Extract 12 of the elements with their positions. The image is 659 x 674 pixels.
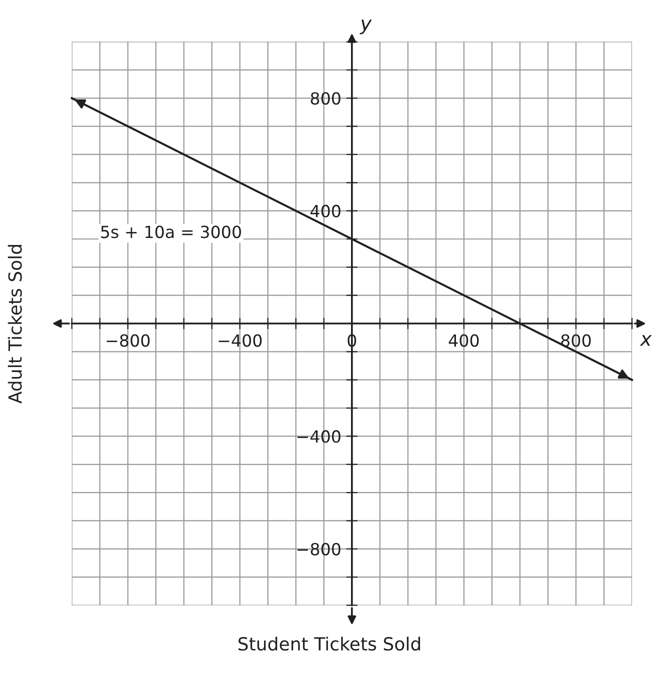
y-tick-label: 800 xyxy=(310,92,340,105)
y-axis-title: Adult Tickets Sold xyxy=(8,245,22,404)
x-tick-label: 400 xyxy=(448,334,479,347)
y-tick-label: −800 xyxy=(297,542,340,556)
x-axis-title: Student Tickets Sold xyxy=(238,636,420,651)
x-tick-label: −400 xyxy=(218,334,262,347)
text: x xyxy=(640,335,652,346)
y-tick-label: −400 xyxy=(297,430,340,443)
annotation: 5s + 10a = 3000 xyxy=(101,226,241,238)
text: y xyxy=(360,20,372,34)
y-tick-label: 400 xyxy=(310,204,340,218)
x-tick-label: −800 xyxy=(106,334,150,347)
